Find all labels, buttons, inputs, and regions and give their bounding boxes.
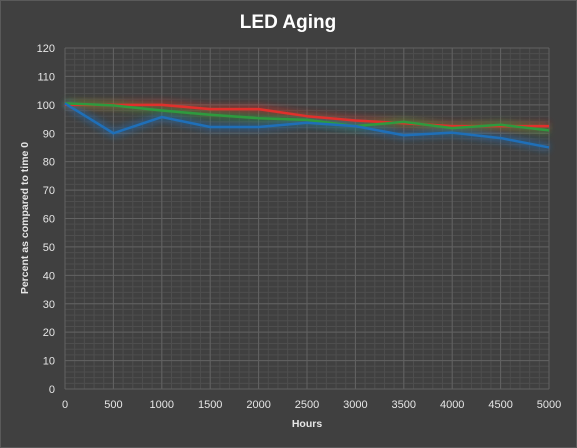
x-tick-label: 3000	[343, 399, 367, 411]
y-tick-label: 0	[49, 384, 55, 396]
x-tick-label: 1500	[198, 399, 222, 411]
x-axis-label: Hours	[292, 418, 322, 430]
y-tick-label: 110	[37, 71, 55, 83]
x-tick-label: 2000	[246, 399, 270, 411]
x-tick-label: 3500	[392, 399, 416, 411]
x-axis-ticks: 0 500 1000 1500 2000 2500 3000 3500 4000 4500 5000	[62, 399, 561, 411]
series-lines	[64, 102, 550, 149]
x-tick-label: 1000	[150, 399, 174, 411]
chart-title: LED Aging	[240, 12, 336, 33]
y-tick-label: 90	[43, 128, 55, 140]
y-tick-label: 60	[43, 214, 55, 226]
y-axis-label: Percent as compared to time 0	[19, 142, 31, 294]
x-tick-label: 2500	[295, 399, 319, 411]
y-tick-label: 50	[43, 242, 55, 254]
y-tick-label: 40	[43, 270, 55, 282]
x-tick-label: 500	[104, 399, 122, 411]
x-tick-label: 4000	[440, 399, 464, 411]
y-tick-label: 10	[43, 356, 55, 368]
y-tick-label: 70	[43, 185, 55, 197]
y-tick-label: 30	[43, 299, 55, 311]
y-tick-label: 120	[37, 43, 55, 55]
y-tick-label: 100	[37, 100, 55, 112]
y-tick-label: 80	[43, 157, 55, 169]
y-axis-ticks: 0 10 20 30 40 50 60 70 80 90 100 110 120	[37, 43, 55, 396]
series-line-3	[64, 102, 550, 149]
x-tick-label: 0	[62, 399, 68, 411]
series-line-2	[64, 102, 550, 132]
grid	[64, 47, 550, 390]
y-tick-label: 20	[43, 327, 55, 339]
x-tick-label: 5000	[537, 399, 561, 411]
x-tick-label: 4500	[488, 399, 512, 411]
